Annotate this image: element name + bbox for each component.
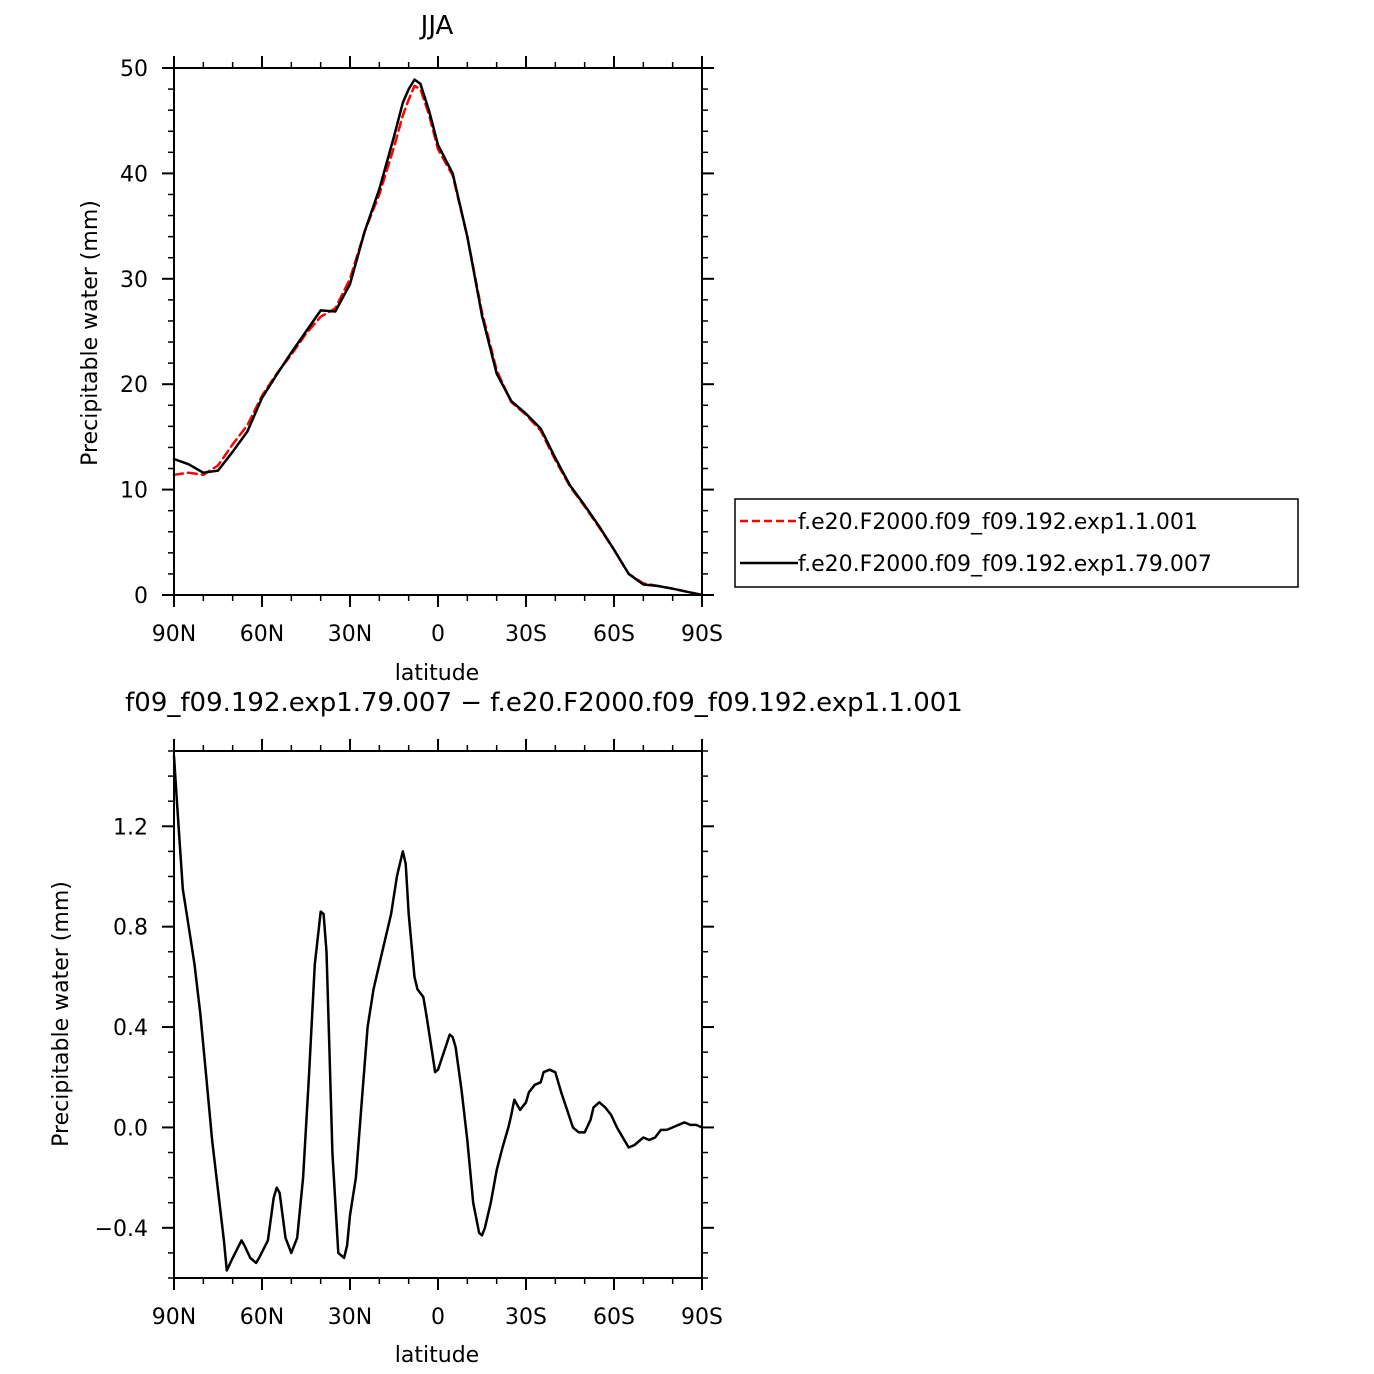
legend-label-series-1: f.e20.F2000.f09_f09.192.exp1.1.001 (798, 510, 1198, 535)
y-axis-label: Precipitable water (mm) (49, 881, 74, 1147)
series-line-2 (172, 78, 704, 597)
legend: f.e20.F2000.f09_f09.192.exp1.1.001 f.e20… (734, 498, 1299, 588)
x-tick-label: 60N (240, 1305, 284, 1330)
x-tick-label: 90N (152, 622, 196, 647)
y-axis-label: Precipitable water (mm) (78, 200, 103, 466)
y-tick-label: 0.0 (113, 1116, 148, 1141)
legend-label-series-2: f.e20.F2000.f09_f09.192.exp1.79.007 (798, 552, 1212, 577)
x-tick-label: 90S (681, 622, 723, 647)
y-tick-label: 20 (120, 373, 148, 398)
x-tick-label: 90N (152, 1305, 196, 1330)
series-line-1 (172, 754, 704, 1272)
y-tick-label: 0.8 (113, 916, 148, 941)
legend-box (734, 498, 1299, 588)
y-tick-label: −0.4 (95, 1217, 148, 1242)
x-tick-label: 60N (240, 622, 284, 647)
y-tick-label: 50 (120, 57, 148, 82)
x-tick-label: 30S (505, 622, 547, 647)
x-tick-label: 30N (328, 622, 372, 647)
x-tick-label: 60S (593, 622, 635, 647)
x-axis-label: latitude (395, 661, 479, 686)
x-axis-label: latitude (395, 1343, 479, 1368)
x-tick-label: 60S (593, 1305, 635, 1330)
x-tick-label: 0 (431, 1305, 445, 1330)
bottom-panel: f09_f09.192.exp1.79.007 − f.e20.F2000.f0… (49, 688, 963, 1368)
top-panel: JJA 90N 60N 30N 0 30S 60S 90S 0 10 20 30 40 50 latit… (78, 11, 723, 686)
series-line-1 (172, 84, 704, 597)
y-tick-label: 40 (120, 162, 148, 187)
chart-title: JJA (419, 11, 454, 41)
x-tick-label: 30N (328, 1305, 372, 1330)
plot-frame (173, 750, 703, 1279)
x-tick-label: 90S (681, 1305, 723, 1330)
y-tick-label: 0.4 (113, 1016, 148, 1041)
y-tick-label: 10 (120, 479, 148, 504)
y-tick-label: 1.2 (113, 815, 148, 840)
y-tick-label: 0 (134, 584, 148, 609)
y-tick-label: 30 (120, 268, 148, 293)
x-tick-label: 0 (431, 622, 445, 647)
plot-frame (173, 67, 703, 596)
chart-title: f09_f09.192.exp1.79.007 − f.e20.F2000.f0… (125, 688, 963, 718)
x-tick-label: 30S (505, 1305, 547, 1330)
